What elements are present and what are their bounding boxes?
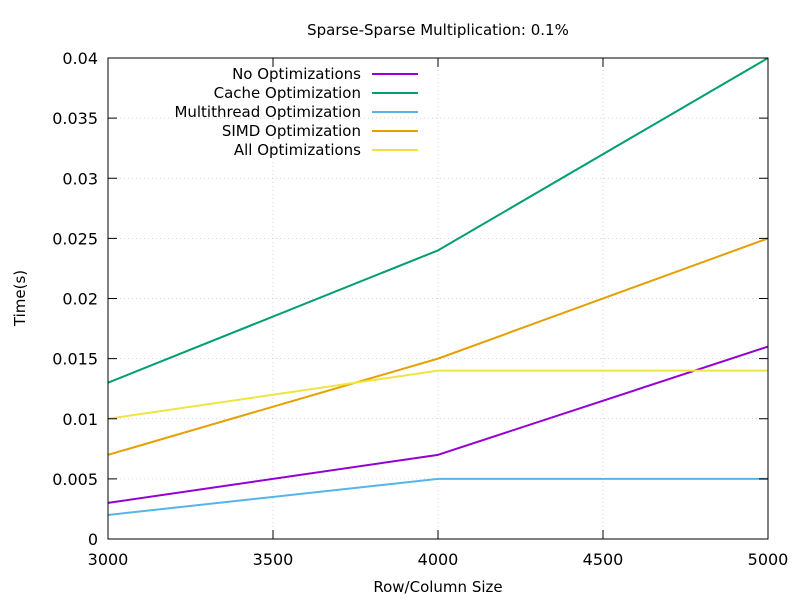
- x-tick-label: 4500: [583, 550, 624, 569]
- y-tick-label: 0.04: [62, 49, 98, 68]
- x-axis-label: Row/Column Size: [373, 578, 502, 596]
- legend-label: SIMD Optimization: [222, 122, 361, 140]
- series-line: [107, 237, 769, 456]
- legend-label: Cache Optimization: [214, 84, 361, 102]
- chart-title: Sparse-Sparse Multiplication: 0.1%: [307, 21, 569, 39]
- y-tick-label: 0.035: [52, 109, 98, 128]
- x-tick-label: 5000: [748, 550, 789, 569]
- y-tick-label: 0.015: [52, 350, 98, 369]
- y-tick-label: 0.03: [62, 169, 98, 188]
- series-line: [107, 477, 768, 516]
- axis-ticks: 0 0.005 0.01 0.015 0.02 0.025 0.03 0.035 0.04 300…: [52, 49, 788, 569]
- legend-label: No Optimizations: [232, 65, 361, 83]
- y-tick-label: 0: [88, 530, 98, 549]
- series-line: [107, 345, 769, 504]
- legend-label: Multithread Optimization: [174, 103, 361, 121]
- legend-label: All Optimizations: [234, 141, 361, 159]
- series-line: [107, 369, 768, 420]
- y-axis-label: Time(s): [11, 270, 29, 327]
- y-tick-label: 0.01: [62, 410, 98, 429]
- y-tick-label: 0.02: [62, 290, 98, 309]
- series-line: [107, 57, 769, 384]
- y-tick-label: 0.025: [52, 229, 98, 248]
- series-lines: [107, 57, 769, 516]
- x-tick-label: 3000: [88, 550, 129, 569]
- x-tick-label: 3500: [253, 550, 294, 569]
- y-tick-label: 0.005: [52, 470, 98, 489]
- x-tick-label: 4000: [418, 550, 459, 569]
